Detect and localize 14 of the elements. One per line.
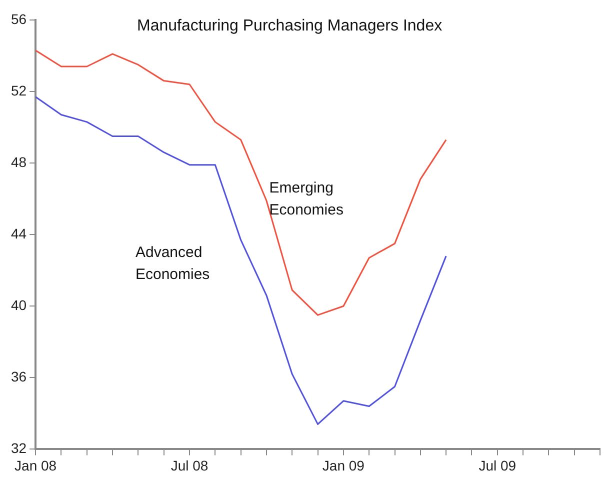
y-tick-label: 48 [10, 154, 27, 170]
y-tick-label: 44 [10, 225, 27, 242]
text: Advanced Economies [135, 244, 210, 283]
x-tick-label: Jul 09 [478, 457, 516, 474]
y-tick-label: 52 [10, 82, 27, 98]
series-label: Emerging Economies [269, 180, 344, 219]
x-tick-label: Jan 08 [14, 457, 57, 474]
y-tick-label: 32 [10, 440, 27, 456]
chart-title: Manufacturing Purchasing Managers Index [137, 17, 442, 34]
x-tick-label: Jul 08 [170, 457, 208, 474]
y-tick-label: 56 [10, 10, 27, 27]
y-tick-label: 40 [10, 296, 27, 313]
x-tick-label: Jan 09 [322, 457, 365, 474]
y-tick-label: 36 [10, 368, 27, 385]
